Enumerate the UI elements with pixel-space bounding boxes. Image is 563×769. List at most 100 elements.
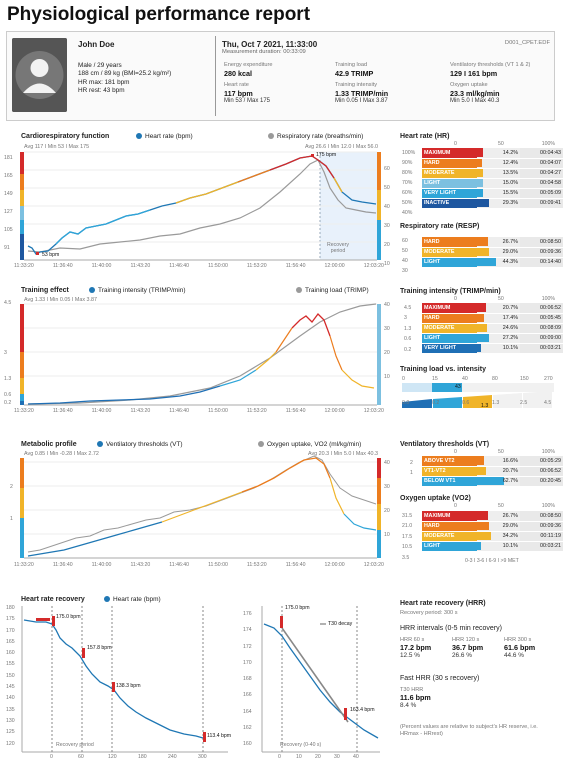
hrr30-chart xyxy=(261,606,380,753)
hrr30-yaxis: 176 174 172 170 168 166 164 162 160 xyxy=(243,611,252,748)
zone-row: HARD 26.7% 00:08:50 xyxy=(422,237,563,248)
zone-percent: 17.4% xyxy=(476,313,521,324)
zone-label: INACTIVE xyxy=(422,198,477,209)
zone-bar xyxy=(476,521,490,530)
metric-energy: Energy expenditure 280 kcal xyxy=(224,62,273,78)
ti-table-title: Training intensity (TRIMP/min) xyxy=(400,288,501,295)
zone-label: LIGHT xyxy=(422,178,477,189)
legend-dot-icon xyxy=(268,133,274,139)
zone-time: 00:11:19 xyxy=(519,531,563,542)
zone-time: 00:06:52 xyxy=(519,466,563,477)
metric-heart-rate: Heart rate 117 bpm Min 53 / Max 175 xyxy=(224,82,271,104)
hrr30-decay-label: T30 decay xyxy=(328,621,353,627)
zone-label: MODERATE xyxy=(422,168,477,179)
cardio-chart xyxy=(20,151,381,261)
hrr-col-120: HRR 120 s 36.7 bpm 26.6 % xyxy=(452,637,484,659)
zone-percent: 20.7% xyxy=(476,303,521,314)
zone-row: MAXIMUM 20.7% 00:06:52 xyxy=(422,303,563,314)
hrr-period-label: Recovery period xyxy=(56,742,94,748)
cardio-legend-hr: Heart rate (bpm) xyxy=(136,133,193,140)
tli-bars xyxy=(402,383,554,408)
zone-bar xyxy=(476,158,483,167)
zone-label: VT1-VT2 xyxy=(422,466,477,477)
zone-label: HARD xyxy=(422,521,477,532)
zone-bar xyxy=(476,237,489,246)
zone-percent: 10.1% xyxy=(476,541,520,552)
zone-bar xyxy=(476,531,492,540)
legend-dot-icon xyxy=(97,441,103,447)
training-legend-load: Training load (TRIMP) xyxy=(296,287,369,294)
hrr-summary-title: Heart rate recovery (HRR) xyxy=(400,600,486,607)
zone-percent: 14.2% xyxy=(476,148,521,159)
zone-label: ABOVE VT2 xyxy=(422,456,477,467)
tli-intensity-marker: 1.3 xyxy=(481,403,489,409)
zone-bar xyxy=(476,511,489,520)
hrr-summary-sub: Recovery period: 300 s xyxy=(400,610,458,616)
zone-row: LIGHT 27.2% 00:09:00 xyxy=(422,333,563,344)
hrr-label-300: 113.4 bpm xyxy=(207,733,232,739)
zone-label: MODERATE xyxy=(422,531,477,542)
hrr-yaxis: 180 175 170 165 160 155 150 145 140 135 130 125 120 xyxy=(6,605,15,747)
zone-percent: 16.6% xyxy=(476,456,520,467)
zone-percent: 20.7% xyxy=(476,466,520,477)
vo2-table-yaxis: 31.5 21.0 17.5 10.5 3.5 xyxy=(402,513,413,561)
patient-info: Male / 29 years 188 cm / 89 kg (BMI=25.2… xyxy=(78,62,172,94)
hrr30-period-label: Recovery (0-40 s) xyxy=(280,742,322,748)
zone-row: MODERATE 29.0% 00:09:36 xyxy=(422,247,563,258)
zone-row: MODERATE 24.6% 00:08:09 xyxy=(422,323,563,334)
metabolic-title: Metabolic profile xyxy=(21,441,77,448)
vo2-zone-table: MAXIMUM 26.7% 00:08:50 HARD 29.0% 00:09:36 MOD… xyxy=(422,511,563,552)
zone-percent: 27.2% xyxy=(476,333,521,344)
zone-label: LIGHT xyxy=(422,333,477,344)
file-name: D001_CPET.EDF xyxy=(504,40,550,46)
zone-percent: 62.7% xyxy=(476,476,520,487)
zone-bar xyxy=(476,541,481,550)
vt-zone-table: ABOVE VT2 16.6% 00:05:29 VT1-VT2 20.7% 00:06:… xyxy=(422,456,563,487)
divider xyxy=(215,36,216,116)
person-icon xyxy=(12,38,67,112)
zone-bar xyxy=(476,247,490,256)
patient-name: John Doe xyxy=(78,40,115,49)
hrr-label-0: 175.0 bpm xyxy=(56,614,81,620)
resp-zone-table: HARD 26.7% 00:08:50 MODERATE 29.0% 00:09:36 LI… xyxy=(422,237,563,268)
metabolic-legend-vo2: Oxygen uptake, VO2 (ml/kg/min) xyxy=(258,441,361,448)
cardio-min-label: 53 bpm xyxy=(42,252,60,258)
zone-time: 00:06:52 xyxy=(520,303,563,314)
hrr30-bottom-label: 163.4 bpm xyxy=(350,707,375,713)
zone-bar xyxy=(476,148,483,157)
zone-percent: 15.5% xyxy=(476,188,521,199)
zone-row: MAXIMUM 26.7% 00:08:50 xyxy=(422,511,563,522)
hrr-chart xyxy=(21,606,228,753)
zone-percent: 44.3% xyxy=(476,257,520,268)
resp-table-title: Respiratory rate (RESP) xyxy=(400,223,480,230)
cardio-xaxis: 11:33:20 11:36:40 11:40:00 11:43:20 11:46:40… xyxy=(14,263,384,269)
zone-percent: 29.0% xyxy=(476,247,520,258)
metabolic-chart xyxy=(20,455,381,559)
zone-time: 00:03:21 xyxy=(519,541,563,552)
zone-percent: 29.0% xyxy=(476,521,520,532)
legend-dot-icon xyxy=(296,287,302,293)
avatar xyxy=(12,38,67,112)
zone-label: MODERATE xyxy=(422,247,477,258)
cardio-yaxis-left: 181 165 149 127 105 91 xyxy=(4,155,13,251)
zone-time: 00:05:29 xyxy=(519,456,563,467)
ti-table-yaxis: 4.5 3 1.3 0.6 0.2 xyxy=(404,305,412,353)
zone-time: 00:05:45 xyxy=(520,313,563,324)
zone-label: VERY LIGHT xyxy=(422,343,477,354)
zone-bar xyxy=(476,313,485,322)
zone-percent: 13.5% xyxy=(476,168,521,179)
zone-label: MAXIMUM xyxy=(422,148,477,159)
hrr-legend: Heart rate (bpm) xyxy=(104,596,161,603)
metric-training-intensity: Training intensity 1.33 TRIMP/min Min 0.05… xyxy=(335,82,389,104)
zone-time: 00:04:58 xyxy=(520,178,563,189)
tli-load-marker: 43 xyxy=(455,384,461,390)
session-datetime: Thu, Oct 7 2021, 11:33:00 xyxy=(222,40,318,49)
zone-row: MODERATE 13.5% 00:04:27 xyxy=(422,168,563,179)
cardio-peak-label: 175 bpm xyxy=(316,152,337,158)
metabolic-stat-right: Avg 20.3 I Min 5.0 I Max 40.3 xyxy=(307,451,378,457)
zone-bar xyxy=(476,476,504,485)
legend-dot-icon xyxy=(258,441,264,447)
hr-table-yaxis: 100% 90% 80% 70% 60% 50% 40% xyxy=(402,150,416,216)
zone-percent: 24.6% xyxy=(476,323,521,334)
zone-bar xyxy=(476,257,496,266)
